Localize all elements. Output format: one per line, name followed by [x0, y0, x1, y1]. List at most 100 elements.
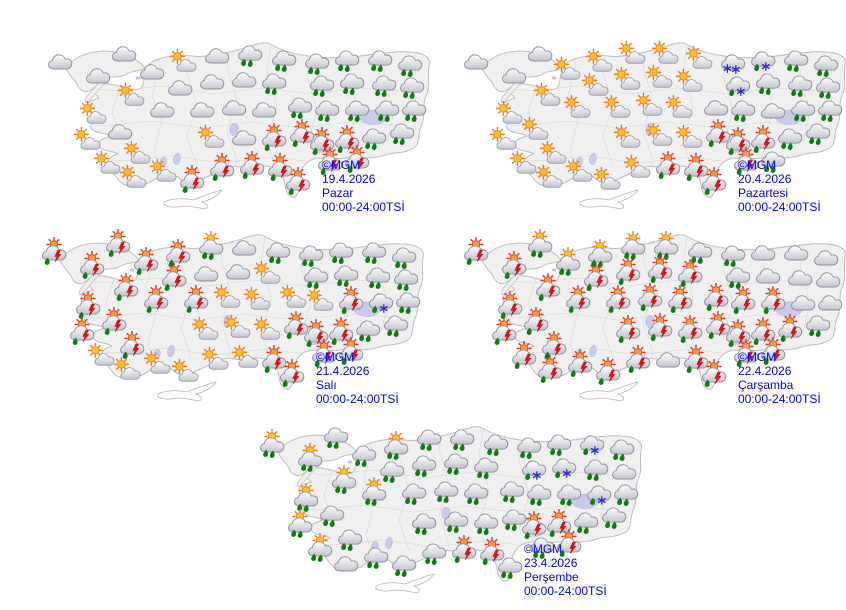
weather-icon-partly-cloudy — [593, 165, 623, 195]
weather-icon-partly-cloudy — [213, 283, 243, 313]
weather-icon-partly-cloudy — [171, 357, 201, 387]
weather-icon-rain-showers — [803, 309, 833, 339]
weather-icon-thunderstorm — [665, 285, 695, 315]
map-hours: 00:00-24:00TSİ — [738, 392, 821, 406]
weather-icon-partly-cloudy — [117, 81, 147, 111]
weather-icon-cloudy — [83, 59, 113, 89]
weather-icon-partly-cloudy — [253, 315, 283, 345]
weather-icon-thunderstorm — [603, 285, 633, 315]
weather-icon-thunderstorm — [728, 286, 758, 316]
weather-icon-partly-cloudy — [675, 123, 705, 153]
weather-icon-cloudy — [525, 37, 555, 67]
weather-icon-partly-cloudy — [603, 93, 633, 123]
weather-icon-thunderstorm — [207, 153, 237, 183]
weather-icon-cloudy — [219, 91, 249, 121]
map-label: ©MGM 20.4.2026 Pazartesi 00:00-24:00TSİ — [738, 158, 821, 214]
map-day: Pazar — [322, 186, 354, 200]
weather-icon-partly-cloudy — [149, 157, 179, 187]
map-label: ©MGM 19.4.2026 Pazar 00:00-24:00TSİ — [322, 158, 405, 214]
weather-icon-thunderstorm — [336, 286, 366, 316]
weather-icon-partly-cloudy — [191, 315, 221, 345]
weather-icon-thunderstorm — [565, 349, 595, 379]
weather-icon-rain-showers — [409, 507, 439, 537]
weather-icon-thunderstorm — [699, 167, 729, 197]
weather-icon-partly-cloudy — [665, 93, 695, 123]
weather-icon-rain-showers — [342, 94, 372, 124]
weather-icon-cloudy — [753, 259, 783, 289]
weather-icon-rain-showers — [524, 478, 554, 508]
weather-icon-partly-cloudy — [119, 163, 149, 193]
weather-icon-thunderstorm — [758, 286, 788, 316]
weather-icon-partly-cloudy — [645, 63, 675, 93]
weather-icon-rain-showers — [381, 309, 411, 339]
weather-icon-thunderstorm — [593, 357, 623, 387]
weather-icon-cloudy — [187, 93, 217, 123]
weather-icon-thunderstorm — [675, 315, 705, 345]
weather-icon-rain-showers — [399, 477, 429, 507]
weather-icon-partly-cloudy — [645, 121, 675, 151]
weather-icon-rain-showers — [337, 67, 367, 97]
weather-icon-cloudy — [499, 59, 529, 89]
weather-icon-partly-cloudy — [243, 285, 273, 315]
weather-icon-partly-cloudy — [231, 343, 261, 373]
weather-icon-partly-cloudy — [197, 123, 227, 153]
map-hours: 00:00-24:00TSİ — [316, 392, 399, 406]
copyright-text: ©MGM — [738, 350, 777, 364]
copyright-text: ©MGM — [316, 350, 355, 364]
weather-icon-thunderstorm — [277, 359, 307, 389]
weather-icon-partly-cloudy — [533, 81, 563, 111]
weather-icon-partly-cloudy — [306, 286, 336, 316]
weather-icon-rain-showers — [441, 505, 471, 535]
weather-icon-rain-showers — [431, 475, 461, 505]
weather-icon-thunderstorm — [449, 535, 479, 565]
weather-icon-partly-cloudy — [201, 345, 231, 375]
weather-icon-thunderstorm — [533, 273, 563, 303]
map-day: Salı — [316, 378, 337, 392]
weather-icon-partly-cloudy — [223, 313, 253, 343]
weather-icon-thunderstorm — [623, 345, 653, 375]
map-date: 20.4.2026 — [738, 172, 792, 186]
map-label: ©MGM 23.4.2026 Perşembe 00:00-24:00TSİ — [524, 542, 607, 598]
weather-icon-sunny-showers — [329, 465, 359, 495]
weather-icon-rain-showers — [753, 67, 783, 97]
weather-icon-rain-showers — [728, 94, 758, 124]
weather-icon-cloudy — [758, 94, 788, 124]
weather-icon-partly-cloudy — [613, 123, 643, 153]
weather-icon-thunderstorm — [635, 283, 665, 313]
weather-icon-rain-showers — [387, 117, 417, 147]
map-day: Perşembe — [524, 570, 579, 584]
weather-icon-rain-showers — [389, 549, 419, 579]
weather-icon-thunderstorm — [39, 237, 69, 267]
copyright-text: ©MGM — [738, 158, 777, 172]
weather-icon-rain-showers — [321, 421, 351, 451]
weather-icon-thunderstorm — [77, 251, 107, 281]
forecast-map-day-3: ©MGM 21.4.2026 Salı 00:00-24:00TSİ — [6, 218, 426, 418]
weather-icon-cloudy — [249, 93, 279, 123]
map-date: 21.4.2026 — [316, 364, 370, 378]
weather-icon-cloudy — [229, 121, 259, 151]
map-date: 23.4.2026 — [524, 556, 578, 570]
weather-icon-thunderstorm — [237, 151, 267, 181]
forecast-map-day-4: ©MGM 22.4.2026 Çarşamba 00:00-24:00TSİ — [428, 218, 846, 418]
map-date: 19.4.2026 — [322, 172, 376, 186]
map-day: Çarşamba — [738, 378, 794, 392]
weather-icon-thunderstorm — [461, 237, 491, 267]
weather-icon-thunderstorm — [283, 167, 313, 197]
weather-icon-thunderstorm — [259, 123, 289, 153]
weather-icon-rain-showers — [803, 117, 833, 147]
map-label: ©MGM 22.4.2026 Çarşamba 00:00-24:00TSİ — [738, 350, 821, 406]
map-hours: 00:00-24:00TSİ — [322, 200, 405, 214]
weather-icon-thunderstorm — [653, 151, 683, 181]
map-date: 22.4.2026 — [738, 364, 792, 378]
weather-icon-partly-cloudy — [623, 153, 653, 183]
weather-icon-thunderstorm — [177, 165, 207, 195]
copyright-text: ©MGM — [322, 158, 361, 172]
weather-icon-partly-cloudy — [535, 163, 565, 193]
weather-icon-thunderstorm — [103, 229, 133, 259]
map-hours: 00:00-24:00TSİ — [738, 200, 821, 214]
forecast-map-day-5: ©MGM 23.4.2026 Perşembe 00:00-24:00TSİ — [224, 410, 644, 610]
weather-icon-rain-and-snow — [549, 451, 579, 481]
forecast-map-day-2: ©MGM 20.4.2026 Pazartesi 00:00-24:00TSİ — [428, 26, 846, 226]
weather-icon-cloudy — [223, 255, 253, 285]
